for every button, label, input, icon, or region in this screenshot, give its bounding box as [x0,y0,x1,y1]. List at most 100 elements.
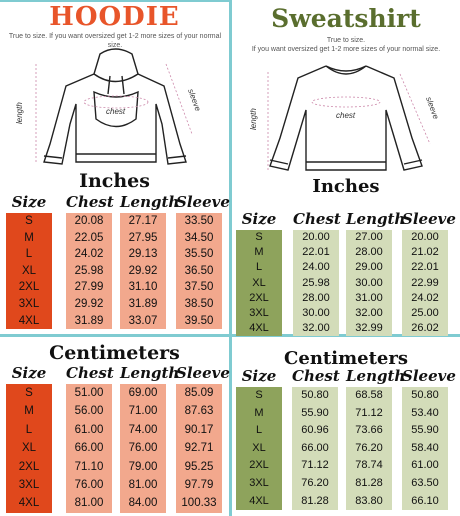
table-cell: 74.00 [128,423,158,436]
table-cell: 84.00 [128,497,158,510]
table-cell: 81.00 [128,479,158,491]
table-cell: 3XL [249,307,269,319]
table-cell: 100.33 [181,497,217,510]
table-cell: 76.20 [355,441,383,454]
table-cell: 2XL [18,281,40,294]
sweatshirt-note-line2: If you want oversized get 1-2 more sizes… [251,46,441,53]
table-cell: 32.00 [355,307,383,319]
table-cell: 26.02 [411,322,439,335]
left-cm-header-length: Length [120,364,180,382]
table-cell: 30.00 [302,307,330,319]
table-cell: 63.50 [411,477,439,489]
right-cm-column-sleeve: 50.80 53.40 55.90 58.40 61.00 63.50 66.10 [402,387,448,511]
table-cell: 66.10 [411,494,439,507]
table-cell: 29.92 [74,298,104,310]
left-inches-column-size: S M L XL 2XL 3XL 4XL [6,213,52,330]
right-cm-column-chest: 50.80 55.90 60.96 66.00 71.12 76.20 81.28 [292,387,338,511]
table-cell: 32.00 [302,322,330,335]
left-inches-header-chest: Chest [66,193,114,211]
left-inches-header-sleeve: Sleeve [176,193,230,211]
table-cell: 39.50 [184,314,214,327]
table-cell: 28.00 [355,246,383,259]
sweatshirt-diagram: chest length sleeve [249,65,441,171]
left-inches-column-chest: 20.08 22.05 24.02 25.98 27.99 29.92 31.89 [66,213,112,330]
table-cell: 24.02 [411,291,439,304]
table-cell: 69.00 [128,387,158,399]
length-label: length [15,102,24,124]
table-cell: 76.00 [128,442,158,455]
chest-label: chest [336,111,356,120]
table-cell: 85.09 [184,387,214,399]
sweatshirt-note-line1: True to size. [326,37,366,44]
table-cell: 81.28 [301,494,329,507]
left-cm-header-sleeve: Sleeve [176,364,230,382]
table-cell: 22.01 [411,261,439,274]
table-cell: 25.00 [411,307,439,319]
table-cell: 4XL [249,322,269,335]
hoodie-cm-heading: Centimeters [49,342,180,364]
table-cell: 20.00 [411,231,439,243]
table-cell: 31.00 [355,291,383,304]
table-cell: 33.50 [184,215,214,227]
table-cell: L [25,423,33,436]
hoodie-fit-note: True to size. If you want oversized get … [8,33,222,49]
table-cell: 71.00 [128,405,158,418]
table-cell: 3XL [18,479,40,491]
table-cell: 58.40 [411,441,439,454]
table-cell: 28.00 [302,291,330,304]
left-cm-header-size: Size [11,364,47,382]
table-cell: 21.02 [411,246,439,259]
left-cm-column-sleeve: 85.09 87.63 90.17 92.71 95.25 97.79 100.33 [176,384,222,513]
table-cell: 83.80 [355,494,383,507]
table-cell: 4XL [249,494,269,507]
left-cm-column-length: 69.00 71.00 74.00 76.00 79.00 81.00 84.00 [120,384,166,513]
length-label: length [249,108,258,130]
table-cell: XL [252,441,266,454]
table-cell: 53.40 [411,406,439,419]
right-inches-header-size: Size [241,210,277,228]
table-cell: 29.13 [128,248,158,261]
chest-label: chest [106,107,126,116]
table-cell: 4XL [18,314,40,327]
table-cell: 27.00 [355,231,383,243]
right-cm-header-size: Size [241,367,277,385]
table-cell: 97.79 [184,479,214,491]
table-cell: 25.98 [302,276,330,289]
table-cell: 25.98 [74,264,104,277]
sleeve-label: sleeve [186,88,203,113]
table-cell: 20.00 [302,231,330,243]
table-cell: 60.96 [301,424,329,437]
table-cell: 31.89 [74,314,104,327]
table-cell: 50.80 [411,389,439,401]
table-cell: 56.00 [74,405,104,418]
table-cell: 38.50 [184,298,214,310]
table-cell: S [255,231,263,243]
table-cell: 32.99 [355,322,383,335]
sleeve-label: sleeve [424,96,441,121]
table-cell: 79.00 [128,460,158,473]
table-cell: 20.08 [74,215,104,227]
table-cell: 29.00 [355,261,383,274]
table-cell: 81.28 [355,477,383,489]
right-inches-header-length: Length [346,210,406,228]
table-cell: 66.00 [301,441,329,454]
table-cell: 29.92 [128,264,158,277]
table-cell: 50.80 [301,389,329,401]
table-cell: XL [21,442,37,455]
table-cell: 4XL [18,497,40,510]
right-cm-header-sleeve: Sleeve [402,367,456,385]
top-border-left [0,0,229,2]
table-cell: L [255,261,263,274]
table-cell: M [24,231,34,244]
table-cell: 68.58 [355,389,383,401]
table-cell: 76.20 [301,477,329,489]
table-cell: 55.90 [301,406,329,419]
table-cell: 27.99 [74,281,104,294]
sweatshirt-title: Sweatshirt [271,4,421,33]
table-cell: 22.99 [411,276,439,289]
vertical-divider [229,0,232,516]
table-cell: 2XL [18,460,40,473]
right-inches-header-chest: Chest [293,210,341,228]
table-cell: S [25,387,33,399]
table-cell: 3XL [249,477,269,489]
